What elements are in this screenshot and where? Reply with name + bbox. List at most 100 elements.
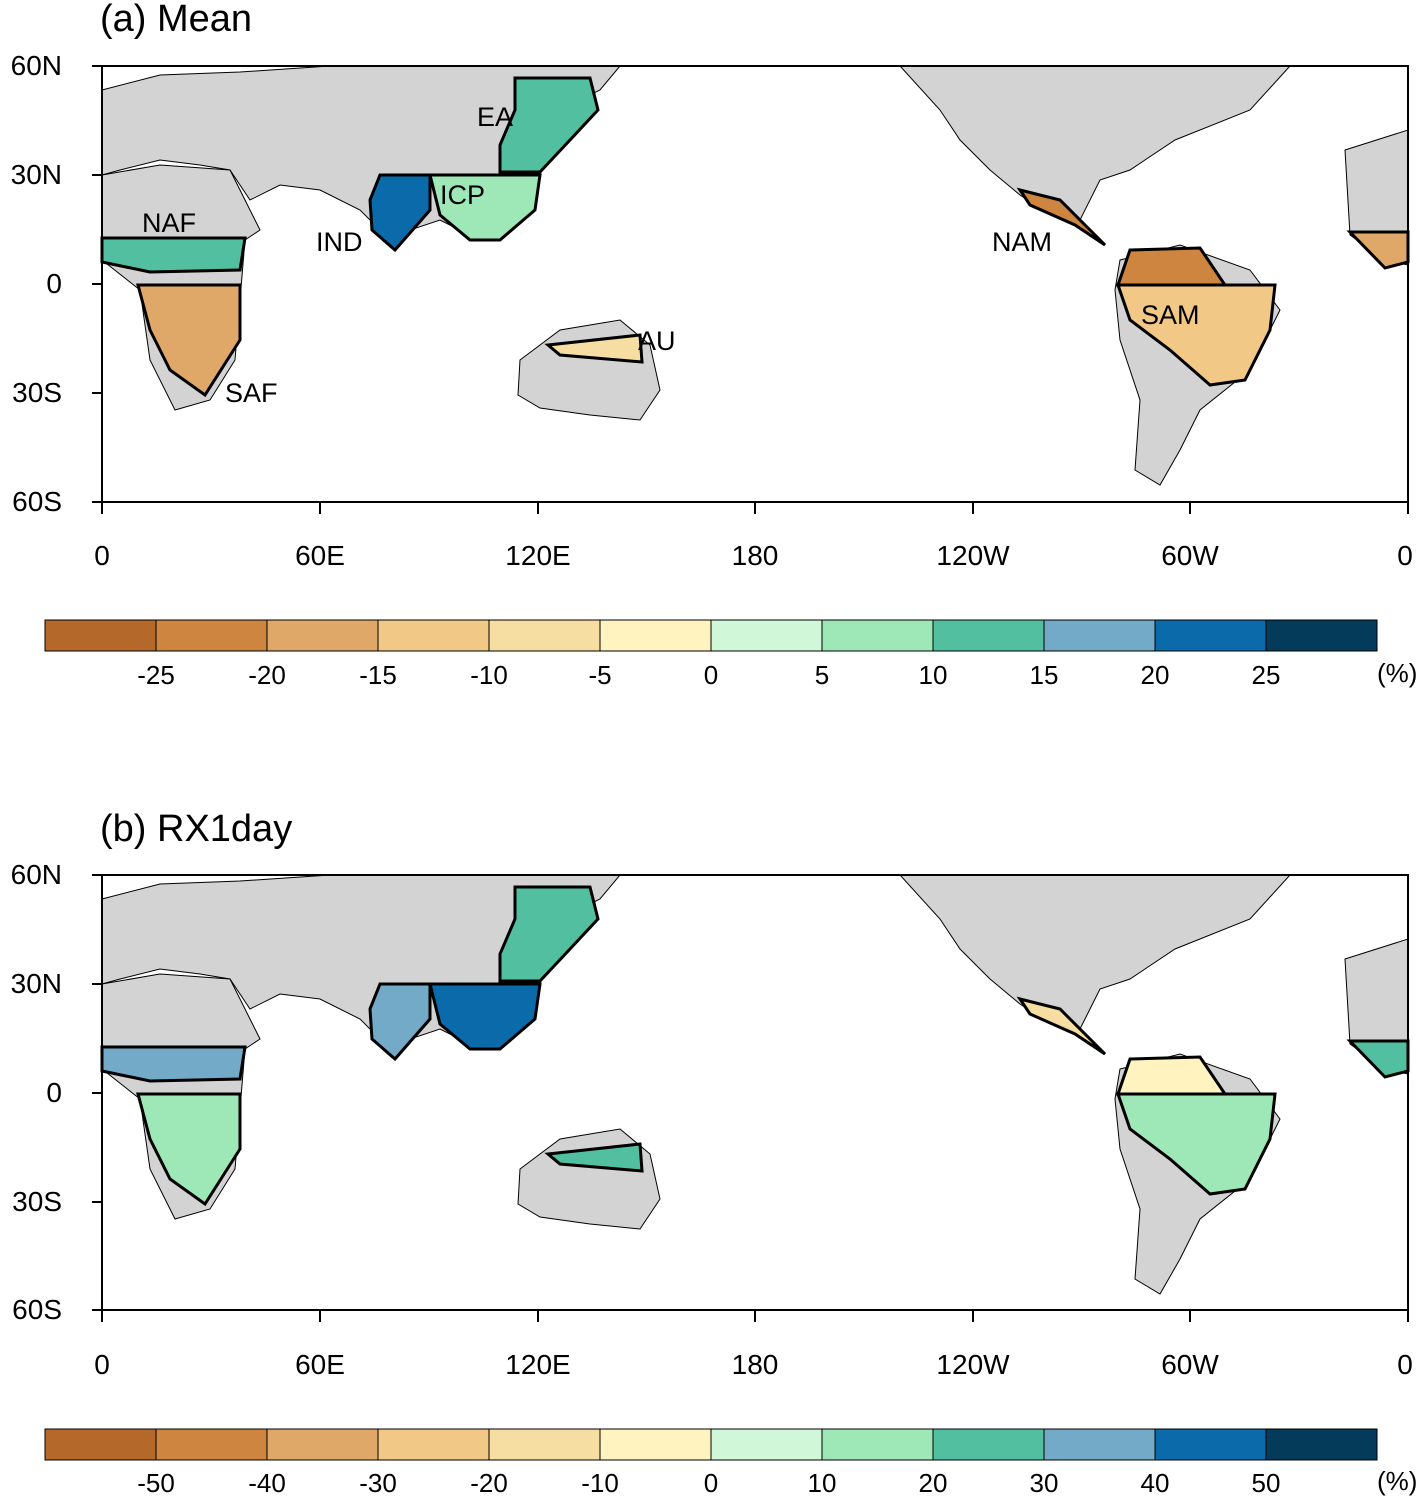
- colorbar-bin: [1043, 619, 1156, 652]
- region-au-fill: [544, 333, 644, 364]
- map-mean: EA ICP NAF IND NAM SAM AU SAF: [44, 65, 1410, 652]
- lon-label: 120E: [505, 540, 571, 571]
- region-naf-fill: [100, 1045, 247, 1083]
- lat-label-60s: 60S: [12, 486, 62, 517]
- region-sam-fill: [1115, 1092, 1277, 1196]
- region-label-nam: NAM: [992, 227, 1052, 257]
- region-nam-fill: [1016, 996, 1107, 1056]
- region-label-icp: ICP: [440, 180, 485, 210]
- colorbar-bin: [1265, 619, 1378, 652]
- colorbar-tick: 20: [918, 1468, 948, 1498]
- lon-label: 60W: [1161, 1349, 1219, 1380]
- lat-label-0: 0: [46, 268, 62, 299]
- lon-label: 120E: [505, 1349, 571, 1380]
- colorbar-bin: [1265, 1428, 1378, 1461]
- colorbar-tick: -30: [359, 1468, 397, 1498]
- colorbar-tick: 10: [918, 660, 948, 690]
- colorbar-tick: 0: [703, 660, 719, 690]
- colorbar-tick: 30: [1029, 1468, 1059, 1498]
- panel-mean: (a) Mean EA ICP NAF IND: [10, 0, 1418, 690]
- lon-label: 60E: [295, 1349, 345, 1380]
- lat-label-30n: 30N: [10, 159, 62, 190]
- colorbar-bin: [377, 1428, 490, 1461]
- axis-ticks: [92, 874, 1409, 1322]
- colorbar-bin: [710, 1428, 823, 1461]
- region-au-fill: [544, 1142, 644, 1173]
- lon-label: 0: [94, 1349, 110, 1380]
- colorbar-tick: 50: [1251, 1468, 1281, 1498]
- colorbar-bin: [266, 619, 379, 652]
- colorbar-bin: [932, 1428, 1045, 1461]
- colorbar-tick: 15: [1029, 660, 1059, 690]
- colorbar-tick: 5: [814, 660, 830, 690]
- lat-label-30n: 30N: [10, 968, 62, 999]
- colorbar-tick: -50: [137, 1468, 175, 1498]
- lat-label-30s: 30S: [12, 377, 62, 408]
- colorbar-tick: 40: [1140, 1468, 1170, 1498]
- colorbar-tick: -25: [137, 660, 175, 690]
- colorbar-tick: 20: [1140, 660, 1170, 690]
- region-ea-fill: [498, 76, 600, 174]
- region-labels: EA ICP NAF IND NAM SAM AU SAF: [142, 102, 1200, 408]
- region-icp-fill: [428, 173, 542, 242]
- region-saf-fill: [136, 283, 242, 398]
- colorbar-rx1day: [44, 1428, 1378, 1461]
- colorbar-bin: [821, 1428, 934, 1461]
- region-label-ind: IND: [316, 227, 363, 257]
- colorbar-bin: [1154, 619, 1267, 652]
- colorbar-tick: -20: [470, 1468, 508, 1498]
- lat-label-0: 0: [46, 1077, 62, 1108]
- colorbar-bin: [155, 1428, 268, 1461]
- lon-label: 0: [1397, 1349, 1413, 1380]
- lon-label: 0: [94, 540, 110, 571]
- region-label-au: AU: [638, 326, 676, 356]
- region-sam-north-fill: [1115, 1055, 1228, 1096]
- lon-label: 120W: [936, 540, 1010, 571]
- colorbar-tick: -15: [359, 660, 397, 690]
- region-ind-fill: [368, 982, 432, 1062]
- shaded-regions: [100, 885, 1410, 1207]
- lon-label: 180: [731, 1349, 779, 1380]
- colorbar-unit: (%): [1377, 658, 1418, 688]
- region-icp-fill: [428, 982, 542, 1051]
- region-label-naf: NAF: [142, 208, 196, 238]
- colorbar-bin: [710, 619, 823, 652]
- colorbar-bin: [377, 619, 490, 652]
- panel-rx1day: (b) RX1day: [0, 808, 1425, 1499]
- lon-label: 60E: [295, 540, 345, 571]
- axis-ticks: [92, 65, 1409, 514]
- region-label-sam: SAM: [1141, 300, 1200, 330]
- colorbar-bin: [488, 619, 601, 652]
- region-naf-fill: [100, 236, 247, 274]
- colorbar-tick: 25: [1251, 660, 1281, 690]
- lat-label-60n: 60N: [10, 859, 62, 890]
- lat-label-60n: 60N: [10, 50, 62, 81]
- colorbar-tick: 10: [807, 1468, 837, 1498]
- colorbar-bin: [488, 1428, 601, 1461]
- colorbar-mean: [44, 619, 1378, 652]
- panel-title: (a) Mean: [100, 0, 253, 40]
- colorbar-bin: [599, 1428, 712, 1461]
- colorbar-tick: -10: [470, 660, 508, 690]
- colorbar-tick: -10: [581, 1468, 619, 1498]
- colorbar-bin: [821, 619, 934, 652]
- colorbar-bin: [1154, 1428, 1267, 1461]
- lat-label-30s: 30S: [12, 1186, 62, 1217]
- region-sam-north-fill: [1115, 246, 1228, 287]
- colorbar-bin: [932, 619, 1045, 652]
- map-rx1day: [44, 874, 1410, 1461]
- lon-label: 0: [1397, 540, 1413, 571]
- colorbar-bin: [155, 619, 268, 652]
- colorbar-unit: (%): [1377, 1466, 1418, 1496]
- region-ea-fill: [498, 885, 600, 983]
- colorbar-tick: -40: [248, 1468, 286, 1498]
- colorbar-bin: [1043, 1428, 1156, 1461]
- lat-label-60s: 60S: [12, 1294, 62, 1325]
- colorbar-tick: 0: [703, 1468, 719, 1498]
- lon-label: 120W: [936, 1349, 1010, 1380]
- colorbar-tick: -5: [588, 660, 612, 690]
- region-label-saf: SAF: [225, 378, 278, 408]
- region-nam-fill: [1016, 187, 1107, 247]
- colorbar-bin: [44, 1428, 157, 1461]
- colorbar-bin: [599, 619, 712, 652]
